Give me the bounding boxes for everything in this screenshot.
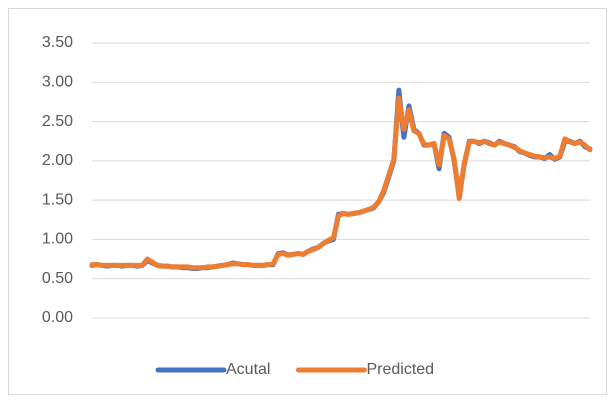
y-tick-label: 2.50 — [42, 113, 73, 130]
y-tick-label: 3.00 — [42, 74, 73, 91]
legend-label: Predicted — [366, 361, 434, 378]
series-line — [89, 95, 593, 271]
y-tick-label: 2.00 — [42, 152, 73, 169]
y-tick-label: 0.00 — [42, 309, 73, 326]
y-tick-label: 1.50 — [42, 191, 73, 208]
chart-border — [8, 8, 607, 395]
y-tick-label: 1.00 — [42, 231, 73, 248]
legend-label: Acutal — [226, 361, 270, 378]
y-tick-label: 3.50 — [42, 34, 73, 51]
y-tick-label: 0.50 — [42, 270, 73, 287]
